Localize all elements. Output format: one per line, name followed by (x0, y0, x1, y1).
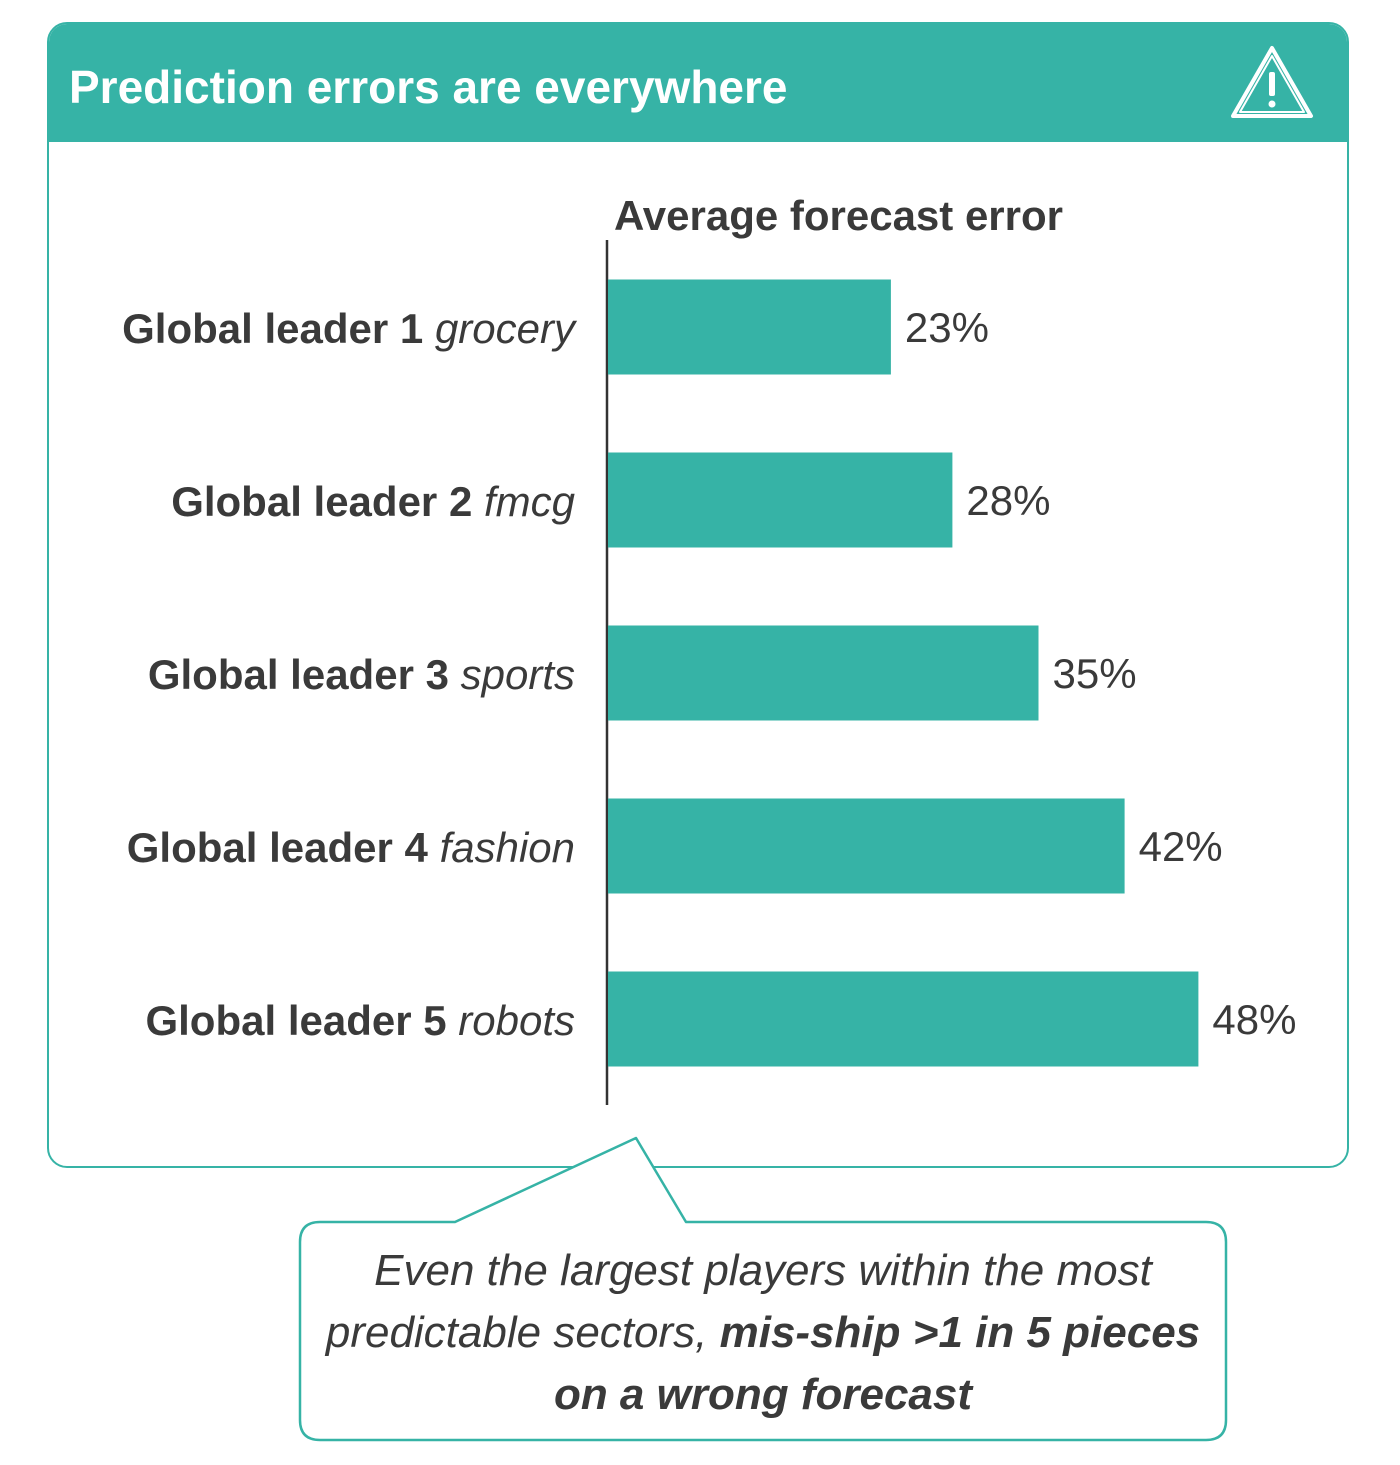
category-name: Global leader 2 (171, 478, 484, 525)
bar (608, 279, 891, 375)
category-name: Global leader 5 (145, 997, 458, 1044)
card-header: Prediction errors are everywhere (49, 24, 1347, 142)
category-name: Global leader 3 (148, 651, 461, 698)
category-sector: robots (458, 997, 575, 1044)
page-title: Prediction errors are everywhere (69, 61, 788, 113)
category-label: Global leader 5 robots (145, 997, 575, 1044)
category-name: Global leader 1 (122, 305, 435, 352)
bar (608, 971, 1199, 1067)
chart-title: Average forecast error (614, 192, 1063, 239)
callout-text: Even the largest players within the most… (300, 1240, 1226, 1426)
callout-plain: Even the largest players within the most… (325, 1246, 1152, 1357)
category-sector: grocery (435, 305, 578, 352)
category-label: Global leader 1 grocery (122, 305, 578, 352)
category-label: Global leader 3 sports (148, 651, 575, 698)
bar (608, 625, 1039, 721)
category-sector: fashion (440, 824, 575, 871)
data-label: 42% (1139, 823, 1223, 870)
category-name: Global leader 4 (127, 824, 440, 871)
bar (608, 798, 1125, 894)
category-label: Global leader 4 fashion (127, 824, 575, 871)
callout-bold: mis-ship >1 in 5 pieces on a wrong forec… (553, 1308, 1201, 1419)
bar-chart: Average forecast error 23% Global leader 1… (122, 192, 1296, 1105)
category-sector: sports (461, 651, 575, 698)
data-label: 48% (1212, 996, 1296, 1043)
data-label: 35% (1053, 650, 1137, 697)
category-label: Global leader 2 fmcg (171, 478, 575, 525)
data-label: 23% (905, 304, 989, 351)
data-label: 28% (966, 477, 1050, 524)
category-sector: fmcg (484, 478, 575, 525)
warning-icon (1231, 46, 1313, 118)
bar (608, 452, 953, 548)
